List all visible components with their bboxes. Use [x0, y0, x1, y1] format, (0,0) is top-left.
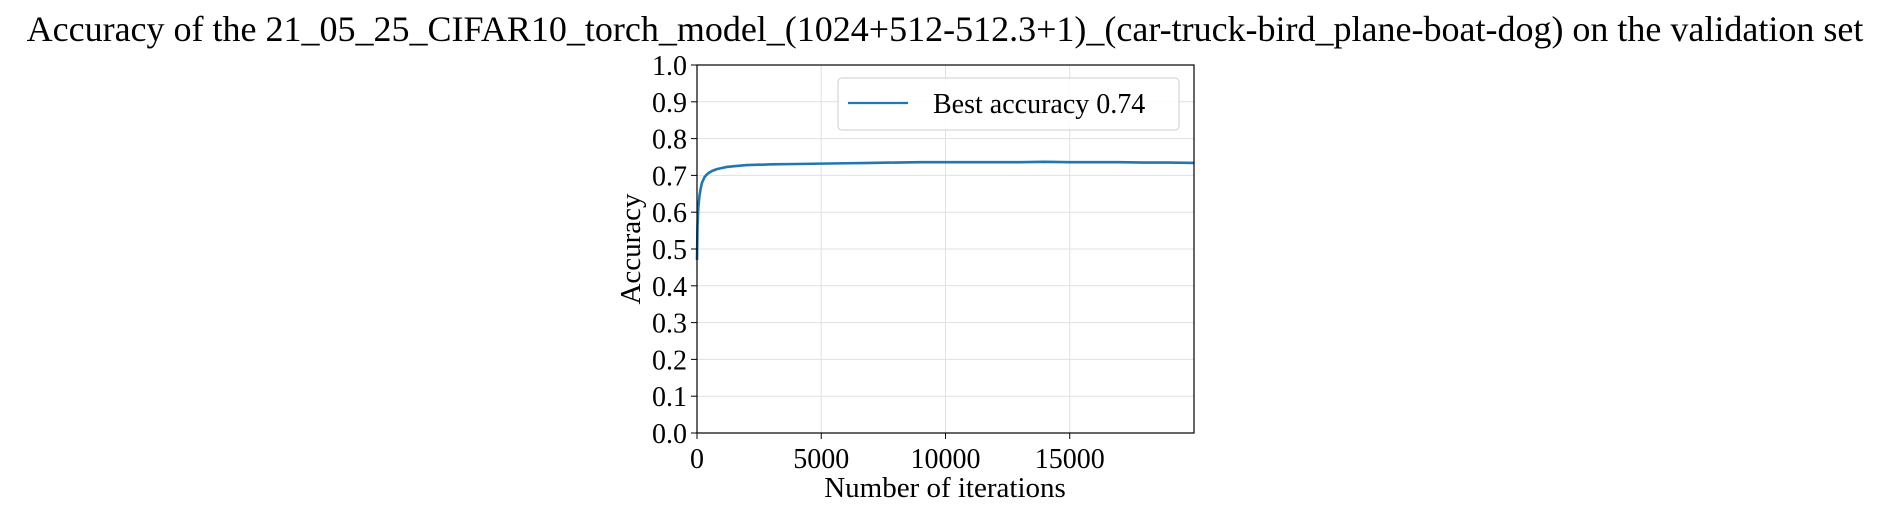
y-tick-label: 0.2: [652, 345, 687, 376]
y-tick-label: 0.9: [652, 88, 687, 119]
legend-box: [837, 77, 1180, 131]
x-axis-label: Number of iterations: [824, 472, 1066, 504]
y-tick-label: 0.0: [652, 419, 687, 450]
y-tick-label: 0.3: [652, 309, 687, 340]
y-tick-label: 0.6: [652, 198, 687, 229]
y-tick-label: 0.4: [652, 272, 687, 303]
series-line: [695, 160, 1195, 261]
y-tick-label: 0.5: [652, 235, 687, 266]
y-tick-label: 0.7: [652, 161, 687, 192]
x-tick-label: 15000: [1035, 444, 1105, 475]
x-tick-label: 5000: [793, 444, 849, 475]
y-tick-label: 0.8: [652, 125, 687, 156]
x-tick-label: 0: [690, 444, 704, 475]
legend: Best accuracy 0.74: [837, 77, 1180, 131]
y-tick-label: 1.0: [652, 51, 687, 82]
y-axis: 0.0 0.1 0.2 0.3 0.4 0.5 0.6 0.7 0.8 0.9 1.0: [652, 51, 697, 450]
chart-title: Accuracy of the 21_05_25_CIFAR10_torch_m…: [27, 9, 1864, 49]
y-tick-label: 0.1: [652, 382, 687, 413]
y-axis-label: Accuracy: [615, 193, 647, 305]
legend-entry-label: Best accuracy 0.74: [933, 89, 1145, 120]
x-tick-label: 10000: [911, 444, 981, 475]
series-layer: [695, 160, 1195, 261]
x-axis: 0 5000 10000 15000: [690, 433, 1105, 475]
